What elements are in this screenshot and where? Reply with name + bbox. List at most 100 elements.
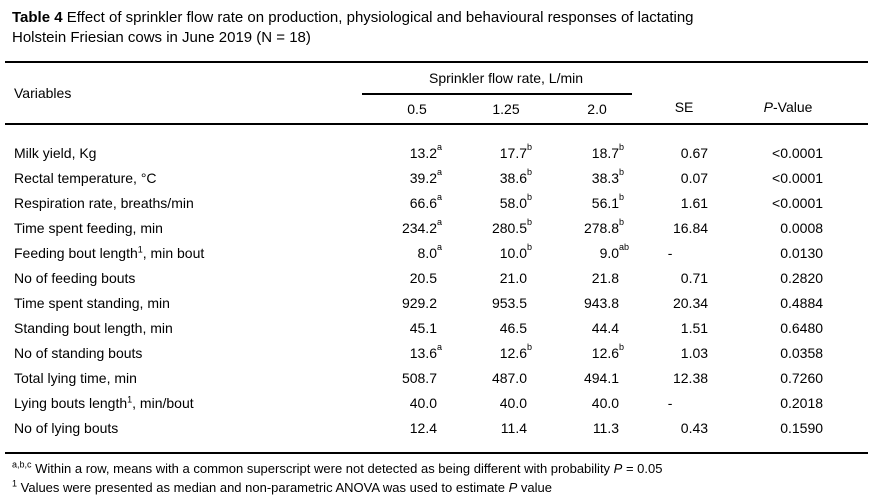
- column-header-flow-0-5: 0.5: [407, 101, 427, 117]
- se-cell: -: [667, 394, 673, 411]
- table-row: No of lying bouts 12.4 11.4 11.3 0.43 0.1590: [5, 415, 868, 453]
- se-cell: 1.61: [680, 194, 709, 211]
- footnote-2-tail: value: [517, 480, 553, 495]
- footnote-median-anova: 1 Values were presented as median and no…: [12, 478, 874, 497]
- flow-rate-value-cell: 44.4: [591, 319, 620, 336]
- table-row: Time spent feeding, min 234.2 a 280.5 b 278.8…: [5, 215, 868, 240]
- spacer-cell: [828, 415, 868, 453]
- spacer-cell: [828, 315, 868, 340]
- row-label: Total lying time, min: [14, 369, 137, 386]
- flow-rate-value-cell: 929.2: [401, 294, 437, 311]
- row-label: Lying bouts length1, min/bout: [14, 393, 194, 411]
- flow-rate-value-cell: 40.0: [409, 394, 437, 411]
- footnote-2-italic-p: P: [508, 480, 518, 495]
- pvalue-italic-p: P: [763, 99, 773, 115]
- table-row: No of standing bouts 13.6 a 12.6 b 12.6 b 1.03 0…: [5, 340, 868, 365]
- footnotes: a,b,c Within a row, means with a common …: [12, 459, 874, 497]
- table-caption: Table 4 Effect of sprinkler flow rate on…: [12, 8, 862, 48]
- footnote-2-text: Values were presented as median and non-…: [17, 480, 509, 495]
- flow-rate-value-cell: 12.6 b: [591, 341, 625, 361]
- column-header-flow-1-25: 1.25: [492, 101, 520, 117]
- se-cell: 20.34: [672, 294, 709, 311]
- flow-rate-value-cell: 11.3: [592, 419, 620, 436]
- results-table: Variables Sprinkler flow rate, L/min SE …: [5, 61, 869, 454]
- flow-rate-value-cell: 234.2 a: [401, 216, 443, 236]
- flow-rate-value-cell: 39.2 a: [409, 166, 443, 186]
- row-label: Time spent feeding, min: [14, 219, 163, 236]
- flow-rate-value-cell: 10.0 b: [499, 241, 533, 261]
- footnote-1-text: Within a row, means with a common supers…: [31, 461, 614, 476]
- caption-text-line-1: Effect of sprinkler flow rate on product…: [62, 9, 694, 26]
- flow-rate-value-cell: 278.8 b: [583, 216, 625, 236]
- spacer-cell: [828, 290, 868, 315]
- footnote-1-italic-p: P: [613, 461, 623, 476]
- flow-rate-value-cell: 943.8: [583, 294, 620, 311]
- table-row: Respiration rate, breaths/min 66.6 a 58.0 b 5…: [5, 190, 868, 215]
- pvalue-cell: 0.6480: [780, 319, 824, 336]
- pvalue-cell: <0.0001: [772, 194, 824, 211]
- flow-rate-value-cell: 487.0: [491, 369, 527, 386]
- column-header-se: SE: [674, 99, 694, 115]
- flow-rate-value-cell: 40.0: [591, 394, 620, 411]
- flow-rate-value-cell: 56.1 b: [591, 191, 625, 211]
- column-header-flow-2-0: 2.0: [587, 101, 607, 117]
- table-row: Time spent standing, min 929.2 953.5 943.8 2…: [5, 290, 868, 315]
- table-row: No of feeding bouts 20.5 21.0 21.8 0.71 0.282…: [5, 265, 868, 290]
- spacer-cell: [828, 365, 868, 390]
- pvalue-cell: <0.0001: [772, 169, 824, 186]
- caption-line-1: Table 4 Effect of sprinkler flow rate on…: [12, 8, 862, 28]
- flow-rate-value-cell: 20.5: [409, 269, 437, 286]
- spacer-cell: [828, 190, 868, 215]
- table-body: Milk yield, Kg 13.2 a 17.7 b 18.7 b 0.67 <0.0001…: [5, 124, 868, 453]
- pvalue-cell: 0.0358: [780, 344, 824, 361]
- footnote-superscript-meaning: a,b,c Within a row, means with a common …: [12, 459, 874, 478]
- pvalue-cell: <0.0001: [772, 144, 824, 161]
- row-label: No of lying bouts: [14, 419, 119, 436]
- se-cell: 1.03: [680, 344, 709, 361]
- flow-rate-value-cell: 17.7 b: [499, 141, 533, 161]
- footnote-1-tail: = 0.05: [622, 461, 663, 476]
- flow-rate-value-cell: 9.0 ab: [599, 241, 630, 261]
- column-group-header-sprinkler-flow-rate: Sprinkler flow rate, L/min: [362, 62, 633, 95]
- flow-rate-value-cell: 953.5: [491, 294, 527, 311]
- pvalue-cell: 0.7260: [780, 369, 824, 386]
- flow-rate-value-cell: 66.6 a: [409, 191, 443, 211]
- se-cell: 0.07: [680, 169, 709, 186]
- column-header-variables: Variables: [14, 85, 72, 101]
- flow-rate-value-cell: 38.6 b: [499, 166, 533, 186]
- spacer-cell: [828, 340, 868, 365]
- table-row: Milk yield, Kg 13.2 a 17.7 b 18.7 b 0.67 <0.0001: [5, 124, 868, 165]
- row-label: Milk yield, Kg: [14, 144, 97, 161]
- pvalue-cell: 0.4884: [780, 294, 824, 311]
- spacer-cell: [828, 390, 868, 415]
- flow-rate-value-cell: 21.0: [499, 269, 527, 286]
- pvalue-cell: 0.2018: [780, 394, 824, 411]
- se-cell: 0.71: [680, 269, 709, 286]
- row-label: No of feeding bouts: [14, 269, 136, 286]
- row-label: Rectal temperature, °C: [14, 169, 157, 186]
- flow-rate-value-cell: 13.6 a: [409, 341, 443, 361]
- flow-rate-value-cell: 12.6 b: [499, 341, 533, 361]
- flow-rate-value-cell: 11.4: [500, 419, 527, 436]
- row-label: Respiration rate, breaths/min: [14, 194, 194, 211]
- spacer-cell: [828, 240, 868, 265]
- spacer-cell: [828, 215, 868, 240]
- pvalue-cell: 0.2820: [780, 269, 824, 286]
- flow-rate-value-cell: 21.8: [591, 269, 620, 286]
- row-label: Feeding bout length1, min bout: [14, 243, 205, 261]
- se-cell: 0.67: [680, 144, 709, 161]
- flow-rate-value-cell: 8.0 a: [417, 241, 443, 261]
- spacer-cell: [828, 165, 868, 190]
- table-row: Standing bout length, min 45.1 46.5 44.4 1.5…: [5, 315, 868, 340]
- flow-rate-value-cell: 494.1: [583, 369, 620, 386]
- flow-rate-value-cell: 58.0 b: [499, 191, 533, 211]
- row-label: Standing bout length, min: [14, 319, 173, 336]
- flow-rate-value-cell: 46.5: [499, 319, 527, 336]
- table-row: Total lying time, min 508.7 487.0 494.1 12.3…: [5, 365, 868, 390]
- se-cell: -: [667, 244, 673, 261]
- flow-rate-value-cell: 18.7 b: [591, 141, 625, 161]
- flow-rate-value-cell: 508.7: [401, 369, 437, 386]
- se-cell: 1.51: [680, 319, 709, 336]
- footnote-2-superscript: 1: [12, 478, 18, 489]
- table-row: Feeding bout length1, min bout 8.0 a 10.0 b 9…: [5, 240, 868, 265]
